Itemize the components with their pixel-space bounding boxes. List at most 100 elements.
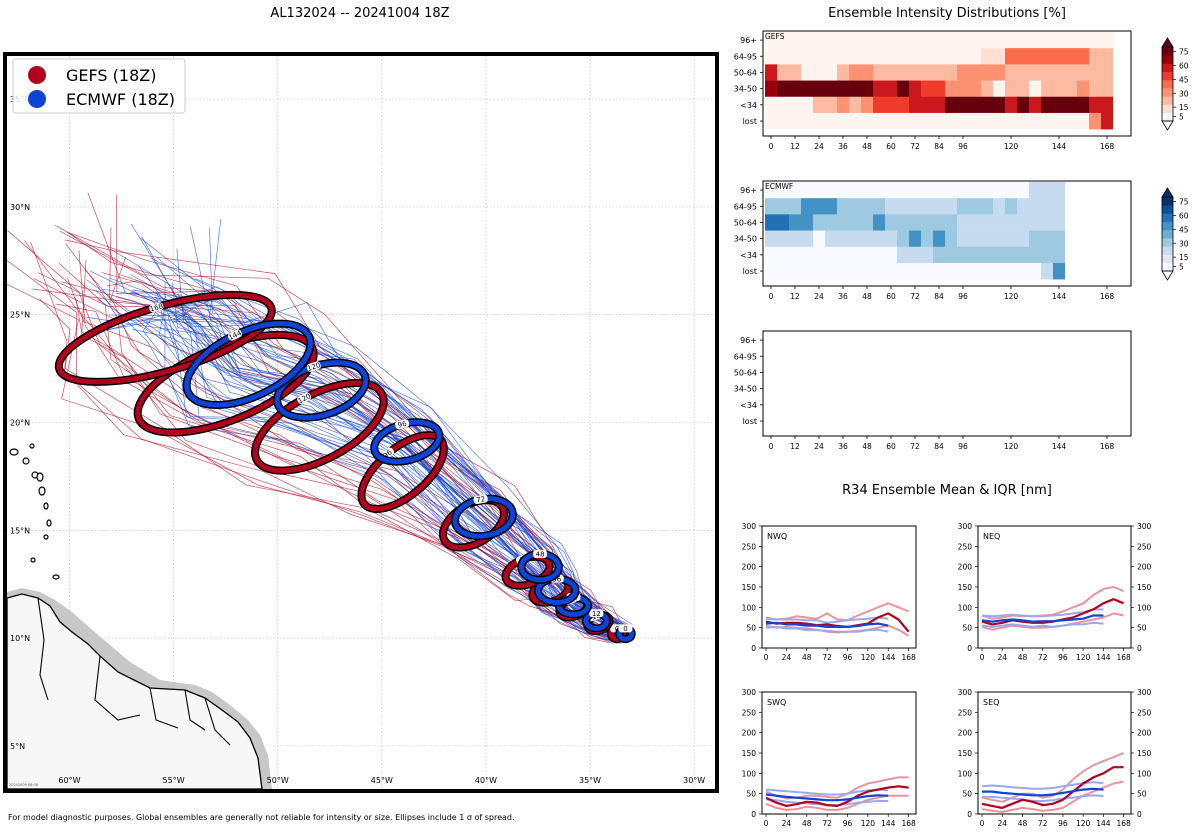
heatmap-cell — [837, 214, 849, 231]
heatmap-cell — [969, 64, 981, 81]
heatmap-cell — [981, 48, 993, 65]
heatmap-cell — [957, 48, 969, 65]
heatmap-cell — [873, 182, 885, 199]
heatmap-cell — [897, 64, 909, 81]
heatmap-xlabel: 60 — [886, 292, 896, 301]
heatmap-cell — [825, 214, 837, 231]
heatmap-cell — [1065, 48, 1077, 65]
ecmwf-ellipse-12: 12 — [581, 609, 611, 633]
heatmap-cell — [873, 64, 885, 81]
heatmap-cell — [777, 182, 789, 199]
heatmap-cell — [945, 198, 957, 215]
heatmap-cell — [861, 96, 873, 114]
heatmap-cell — [969, 96, 981, 114]
heatmap-cell — [1005, 230, 1017, 248]
heatmap-cell — [873, 230, 885, 248]
map-title: AL132024 -- 20241004 18Z — [270, 6, 449, 21]
heatmap-cell — [1077, 112, 1089, 130]
heatmap-cell — [921, 230, 933, 248]
r34-lines — [765, 776, 909, 811]
heatmap-cell — [789, 64, 801, 81]
latitude-label: 30°N — [10, 203, 30, 212]
gefs-legend-label: GEFS (18Z) — [66, 66, 156, 85]
heatmap-ylabel: 96+ — [740, 36, 757, 45]
heatmap-cell — [909, 32, 921, 49]
colorbar-label: 60 — [1179, 212, 1189, 221]
r34-ylabel: 300 — [1137, 522, 1152, 531]
r34-xlabel: 168 — [1116, 653, 1131, 662]
heatmap-cell — [885, 182, 897, 199]
heatmap-cell — [849, 230, 861, 248]
heatmap-cell — [969, 262, 981, 280]
r34-title: R34 Ensemble Mean & IQR [nm] — [842, 483, 1052, 498]
heatmap-cell — [933, 80, 945, 98]
heatmap-cell — [909, 246, 921, 264]
island — [30, 557, 36, 563]
legend-box — [12, 58, 186, 114]
heatmap-cell — [1017, 96, 1029, 114]
heatmap-cell — [1029, 32, 1041, 49]
heatmap-xlabel: 36 — [838, 142, 848, 151]
r34-xlabel: 120 — [861, 653, 876, 662]
heatmap-cell — [957, 32, 969, 49]
ensemble-member-track — [39, 298, 610, 641]
ecmwf-mean-line — [765, 621, 889, 628]
hour-label-box — [589, 609, 604, 618]
colorbar-frame — [1161, 196, 1174, 272]
r34-xlabel: 144 — [1096, 653, 1111, 662]
heatmap-cell — [1017, 182, 1029, 199]
heatmap-xlabel: 120 — [1004, 442, 1019, 451]
r34-ylabel: 100 — [1137, 769, 1152, 778]
heatmap-cell — [981, 198, 993, 215]
heatmap-cell — [801, 182, 813, 199]
heatmap-cell — [1053, 64, 1065, 81]
heatmap-cell — [993, 198, 1005, 215]
heatmap-cell — [945, 32, 957, 49]
longitude-label: 45°W — [371, 776, 393, 785]
heatmap-cell — [873, 262, 885, 280]
hour-label-box — [394, 419, 410, 430]
r34-xlabel: 0 — [764, 819, 769, 828]
gefs-ellipse-168: 168 — [54, 290, 276, 386]
heatmap-cell — [981, 182, 993, 199]
heatmap-cell — [1017, 262, 1029, 280]
heatmap-cell — [1053, 48, 1065, 65]
heatmap-cell — [969, 182, 981, 199]
heatmap-cell — [813, 64, 825, 81]
heatmap-cell — [909, 230, 921, 248]
heatmap-cell — [837, 198, 849, 215]
r34-ylabel: 300 — [1137, 688, 1152, 697]
heatmap-cell — [1101, 96, 1113, 114]
heatmap-cell — [945, 230, 957, 248]
heatmap-cell — [1005, 64, 1017, 81]
heatmap-cell — [813, 262, 825, 280]
heatmap-cell — [873, 32, 885, 49]
colorbar-label: 75 — [1179, 198, 1189, 207]
r34-ylabel: 150 — [1137, 583, 1152, 592]
heatmap-cell — [981, 230, 993, 248]
heatmap-cell — [825, 96, 837, 114]
heatmap-cell — [777, 262, 789, 280]
r34-xlabel: 96 — [1058, 819, 1068, 828]
heatmap-xlabel: 36 — [838, 442, 848, 451]
heatmap-cell — [861, 214, 873, 231]
r34-xlabel: 72 — [822, 653, 832, 662]
heatmap-ylabel: 50-64 — [734, 368, 757, 377]
ecmwf-iqr-upper-line — [765, 616, 889, 624]
colorbar-segment — [1162, 55, 1173, 64]
colorbar-label: 45 — [1179, 225, 1189, 234]
heatmap-cell — [921, 96, 933, 114]
heatmap-cell — [1005, 214, 1017, 231]
colorbar-label: 75 — [1179, 48, 1189, 57]
heatmap-cell — [933, 214, 945, 231]
r34-ylabel: 250 — [742, 542, 757, 551]
heatmap-ylabel: lost — [743, 417, 757, 426]
heatmap-cell — [1077, 64, 1089, 81]
heatmap-cell — [765, 80, 777, 98]
colorbar-segment — [1162, 96, 1173, 105]
ecmwf-ellipse-96: 96 — [370, 418, 444, 466]
heatmap-cell — [969, 112, 981, 130]
heatmap-cell — [861, 230, 873, 248]
heatmap-ylabel: 34-50 — [734, 235, 757, 244]
hour-label: 120 — [306, 361, 321, 373]
